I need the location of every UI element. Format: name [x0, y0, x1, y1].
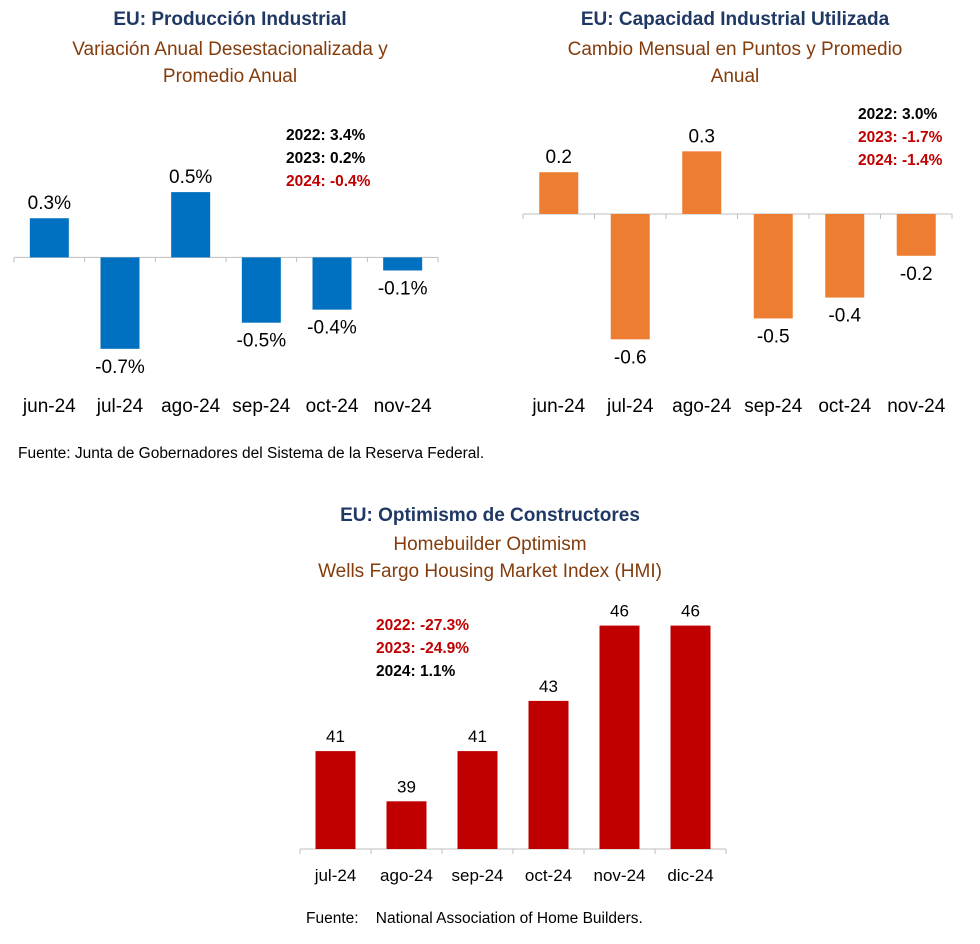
data-label-jul-24: 41 — [326, 727, 345, 746]
data-label-ago-24: 39 — [397, 777, 416, 796]
data-label-oct-24: -0.4 — [828, 306, 861, 327]
bar-plot: 0.3% jun-24 -0.7% jul-24 0.5% ago-24 -0.5% sep-… — [13, 167, 439, 417]
bar-oct-24 — [825, 214, 865, 298]
stat-2023: 2023: -24.9% — [376, 640, 470, 657]
data-label-ago-24: 0.3 — [689, 126, 715, 147]
bar-jun-24 — [29, 218, 69, 258]
chart-subtitle-line1: Variación Anual Desestacionalizada y — [72, 39, 388, 60]
annual-stats: 2022: 3.0% 2023: -1.7% 2024: -1.4% — [858, 103, 942, 172]
x-tick-label-sep-24: sep-24 — [452, 866, 504, 885]
bar-jul-24 — [610, 214, 650, 340]
bar-nov-24 — [599, 625, 640, 849]
x-tick-label-jul-24: jul-24 — [606, 396, 654, 417]
bar-sep-24 — [241, 257, 281, 323]
chart-industrial-production: EU: Producción Industrial Variación Anua… — [0, 0, 460, 430]
chart-subtitle-line2: Wells Fargo Housing Market Index (HMI) — [318, 561, 662, 582]
bar-jun-24 — [539, 172, 579, 214]
source-note-nahb: Fuente: National Association of Home Bui… — [306, 910, 643, 927]
x-tick-label-oct-24: oct-24 — [525, 866, 572, 885]
data-label-oct-24: -0.4% — [307, 318, 357, 339]
data-label-jun-24: 0.3% — [28, 193, 71, 214]
x-tick-label-jul-24: jul-24 — [314, 866, 357, 885]
annual-stats: 2022: 3.4% 2023: 0.2% 2024: -0.4% — [286, 124, 370, 193]
x-tick-label-ago-24: ago-24 — [672, 396, 732, 417]
stat-2024: 2024: 1.1% — [376, 663, 456, 680]
bar-plot: 41 jul-24 39 ago-24 41 sep-24 43 oct-24 46 nov-24… — [299, 602, 727, 885]
data-label-ago-24: 0.5% — [169, 167, 212, 188]
x-tick-label-jun-24: jun-24 — [531, 396, 585, 417]
x-tick-label-oct-24: oct-24 — [306, 396, 359, 417]
chart-subtitle-line1: Cambio Mensual en Puntos y Promedio — [567, 39, 903, 60]
x-tick-label-nov-24: nov-24 — [887, 396, 946, 417]
stat-2023: 2023: -1.7% — [858, 129, 943, 146]
stat-2023: 2023: 0.2% — [286, 150, 366, 167]
x-tick-label-sep-24: sep-24 — [744, 396, 803, 417]
data-label-sep-24: 41 — [468, 727, 487, 746]
x-tick-label-nov-24: nov-24 — [374, 396, 433, 417]
x-tick-label-ago-24: ago-24 — [161, 396, 221, 417]
chart-capacity-utilization: EU: Capacidad Industrial Utilizada Cambi… — [490, 0, 980, 430]
bar-sep-24 — [753, 214, 793, 319]
bar-ago-24 — [682, 151, 722, 214]
stat-2022: 2022: 3.0% — [858, 106, 938, 123]
x-tick-label-oct-24: oct-24 — [818, 396, 871, 417]
chart-subtitle-line1: Homebuilder Optimism — [393, 534, 587, 555]
bar-sep-24 — [457, 751, 498, 849]
bar-jul-24 — [100, 257, 140, 349]
bar-oct-24 — [528, 700, 569, 849]
data-label-nov-24: -0.2 — [900, 264, 933, 285]
chart-subtitle-line2: Promedio Anual — [162, 66, 298, 87]
bar-oct-24 — [312, 257, 352, 310]
x-tick-label-ago-24: ago-24 — [380, 866, 433, 885]
chart-title: EU: Producción Industrial — [113, 9, 347, 30]
stat-2024: 2024: -1.4% — [858, 152, 943, 169]
chart-title: EU: Optimismo de Constructores — [340, 505, 640, 526]
bar-nov-24 — [383, 257, 423, 271]
chart-subtitle-line2: Anual — [710, 66, 760, 87]
data-label-jul-24: -0.6 — [614, 347, 647, 368]
data-label-nov-24: -0.1% — [378, 278, 428, 299]
data-label-nov-24: 46 — [610, 602, 629, 621]
x-tick-label-jun-24: jun-24 — [22, 396, 76, 417]
x-tick-label-nov-24: nov-24 — [594, 866, 646, 885]
stat-2024: 2024: -0.4% — [286, 173, 371, 190]
chart-homebuilder-optimism: EU: Optimismo de Constructores Homebuild… — [180, 500, 800, 900]
bar-ago-24 — [386, 801, 427, 849]
data-label-sep-24: -0.5% — [237, 331, 287, 352]
stat-2022: 2022: 3.4% — [286, 127, 366, 144]
data-label-jun-24: 0.2 — [546, 147, 572, 168]
stat-2022: 2022: -27.3% — [376, 617, 470, 634]
x-tick-label-jul-24: jul-24 — [96, 396, 144, 417]
data-label-sep-24: -0.5 — [757, 326, 790, 347]
bar-plot: 0.2 jun-24 -0.6 jul-24 0.3 ago-24 -0.5 sep-24 -0… — [522, 126, 953, 417]
bar-ago-24 — [171, 192, 211, 258]
source-note-federal-reserve: Fuente: Junta de Gobernadores del Sistem… — [18, 445, 485, 462]
bar-nov-24 — [896, 214, 936, 256]
bar-jul-24 — [315, 751, 356, 849]
data-label-oct-24: 43 — [539, 677, 558, 696]
data-label-jul-24: -0.7% — [95, 357, 145, 378]
annual-stats: 2022: -27.3% 2023: -24.9% 2024: 1.1% — [376, 614, 469, 683]
x-tick-label-dic-24: dic-24 — [667, 866, 713, 885]
x-tick-label-sep-24: sep-24 — [232, 396, 291, 417]
chart-title: EU: Capacidad Industrial Utilizada — [580, 9, 890, 30]
data-label-dic-24: 46 — [681, 602, 700, 621]
bar-dic-24 — [670, 625, 711, 849]
